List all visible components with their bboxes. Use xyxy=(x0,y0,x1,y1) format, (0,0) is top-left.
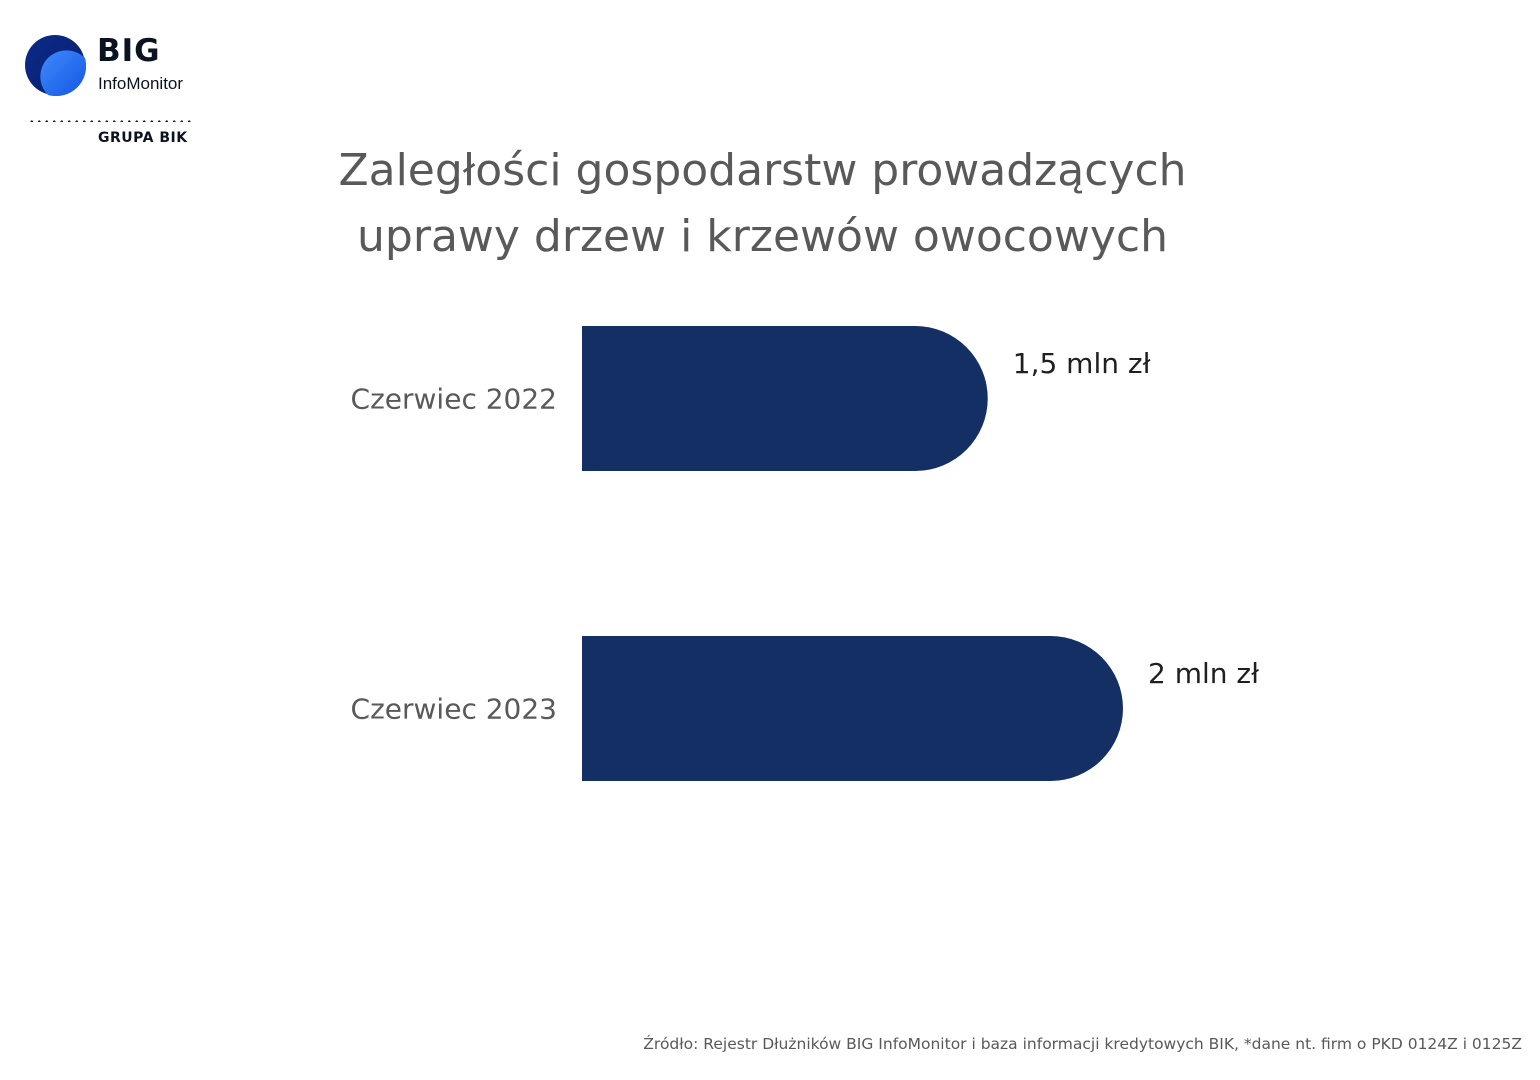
bar-2 xyxy=(582,636,1123,781)
logo-circle-icon xyxy=(25,35,86,96)
value-label-1: 1,5 mln zł xyxy=(1013,347,1151,380)
chart-title-line-1: Zaległości gospodarstw prowadzących xyxy=(338,145,1187,196)
logo-brand-text: BIG xyxy=(97,33,161,69)
chart-title-line-2: uprawy drzew i krzewów owocowych xyxy=(357,211,1168,262)
category-label-1: Czerwiec 2022 xyxy=(351,383,557,416)
category-label-2: Czerwiec 2023 xyxy=(351,693,557,726)
big-infomonitor-logo: BIG InfoMonitor GRUPA BIK xyxy=(24,34,199,154)
bar-1 xyxy=(582,326,988,471)
logo-group-text: GRUPA BIK xyxy=(98,130,188,146)
chart-title: Zaległości gospodarstw prowadzących upra… xyxy=(250,138,1275,270)
value-label-2: 2 mln zł xyxy=(1148,657,1259,690)
logo-subbrand-text: InfoMonitor xyxy=(98,74,184,93)
logo-dotted-divider xyxy=(28,120,194,122)
source-note: Źródło: Rejestr Dłużników BIG InfoMonito… xyxy=(643,1035,1522,1053)
